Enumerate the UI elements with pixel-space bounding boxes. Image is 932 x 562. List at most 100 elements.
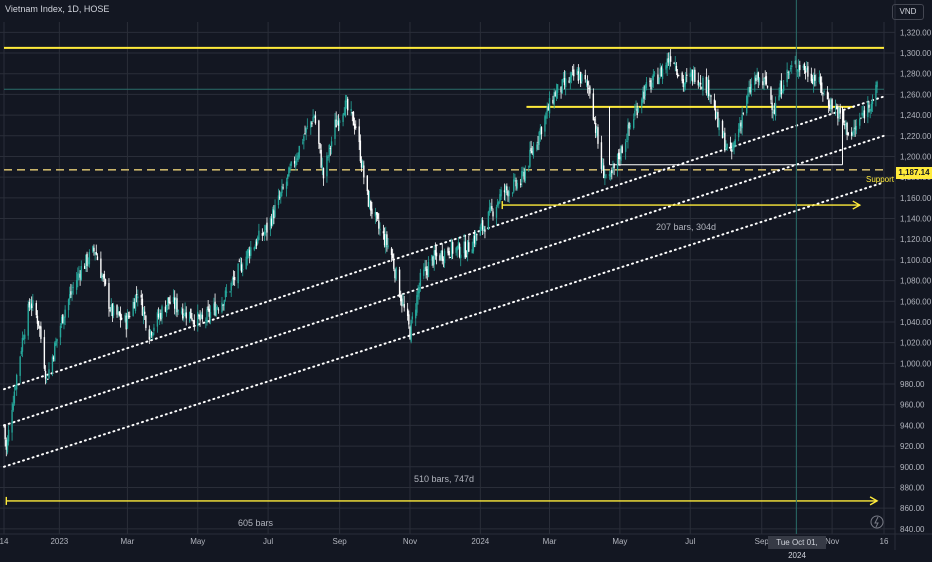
candle-body	[401, 298, 403, 307]
price-chart[interactable]: 840.00 860.00 880.00 900.00 920.00 940.00 960.…	[0, 0, 932, 550]
candle-body	[302, 142, 304, 144]
candle-body	[360, 160, 363, 168]
candle-body	[826, 91, 829, 100]
candle-body	[253, 247, 255, 250]
candle-body	[532, 147, 535, 156]
candle-body	[109, 309, 111, 311]
candle-body	[306, 125, 309, 127]
candle-body	[13, 391, 16, 404]
candle-body	[863, 110, 866, 119]
candle-body	[660, 67, 663, 77]
candle-body	[85, 254, 87, 269]
candle-body	[481, 220, 484, 230]
candle-body	[635, 107, 637, 111]
candle-body	[56, 338, 58, 342]
candle-body	[344, 100, 347, 116]
candle-body	[523, 171, 525, 180]
candle-body	[303, 136, 305, 142]
candle-body	[823, 90, 825, 92]
candle-body	[831, 99, 833, 110]
candle-body	[586, 81, 589, 86]
channel-line	[3, 181, 885, 468]
price-tick-label: 900.00	[900, 463, 925, 472]
candle-body	[434, 250, 437, 256]
candle-body	[609, 172, 612, 177]
chart-title: Vietnam Index, 1D, HOSE	[5, 4, 110, 14]
candle-body	[51, 356, 54, 373]
candle-body	[498, 201, 500, 205]
candle-body	[371, 208, 373, 215]
candle-body	[492, 211, 494, 217]
candle-body	[806, 67, 808, 71]
candle-body	[440, 251, 442, 259]
candle-body	[578, 73, 581, 79]
candle-body	[643, 91, 645, 99]
candle-body	[165, 304, 168, 314]
candle-body	[731, 149, 733, 152]
price-tick-label: 920.00	[900, 442, 925, 451]
candle-body	[101, 275, 103, 280]
candle-body	[797, 65, 800, 72]
candle-body	[867, 102, 869, 118]
candle-body	[433, 250, 435, 265]
candle-body	[844, 123, 846, 126]
candle-body	[774, 103, 777, 116]
candle-body	[457, 241, 460, 249]
candle-body	[87, 262, 89, 264]
candle-body	[714, 108, 717, 119]
candle-body	[778, 95, 780, 101]
candle-body	[519, 183, 522, 185]
candle-body	[450, 241, 453, 258]
price-tick-label: 1,120.00	[900, 235, 932, 244]
candle-body	[691, 69, 694, 82]
replay-icon[interactable]	[870, 515, 884, 529]
candle-body	[350, 109, 352, 111]
candle-body	[408, 314, 410, 325]
candle-body	[799, 64, 801, 71]
candle-body	[133, 301, 136, 309]
candle-body	[665, 65, 667, 70]
candle-body	[159, 312, 161, 318]
candle-body	[140, 294, 142, 298]
candle-body	[222, 304, 224, 306]
candle-body	[821, 82, 823, 93]
price-tick-label: 960.00	[900, 401, 925, 410]
candle-body	[69, 294, 71, 300]
candle-body	[289, 167, 291, 171]
candle-body	[39, 326, 41, 329]
candle-body	[845, 122, 847, 128]
range-arrow-head	[869, 496, 879, 506]
price-tick-label: 1,240.00	[900, 111, 932, 120]
candle-body	[645, 82, 648, 88]
time-tick-label: Sep	[755, 537, 770, 546]
candle-body	[441, 250, 443, 261]
candle-body	[314, 115, 317, 124]
candle-body	[837, 106, 839, 119]
candle-body	[156, 312, 159, 327]
price-tick-label: 1,160.00	[900, 194, 932, 203]
candle-body	[710, 95, 712, 97]
candle-body	[385, 234, 387, 248]
candle-body	[554, 92, 556, 97]
candle-body	[859, 118, 861, 126]
candle-body	[20, 351, 23, 355]
candle-body	[201, 314, 204, 320]
candle-body	[789, 67, 792, 69]
candle-body	[29, 305, 32, 310]
candle-body	[726, 143, 728, 149]
candle-body	[355, 126, 357, 128]
candle-body	[796, 69, 799, 71]
candle-body	[336, 120, 339, 125]
candle-body	[411, 316, 413, 320]
candle-body	[766, 85, 769, 88]
candle-body	[334, 119, 336, 139]
price-level-tag: 1,187.14	[896, 167, 932, 179]
candle-body	[838, 108, 840, 118]
candle-body	[603, 165, 605, 179]
currency-button[interactable]: VND	[892, 4, 924, 20]
candle-body	[247, 248, 250, 254]
candles	[3, 49, 878, 457]
candle-body	[257, 237, 259, 244]
candle-body	[390, 248, 393, 256]
candle-body	[601, 162, 604, 170]
